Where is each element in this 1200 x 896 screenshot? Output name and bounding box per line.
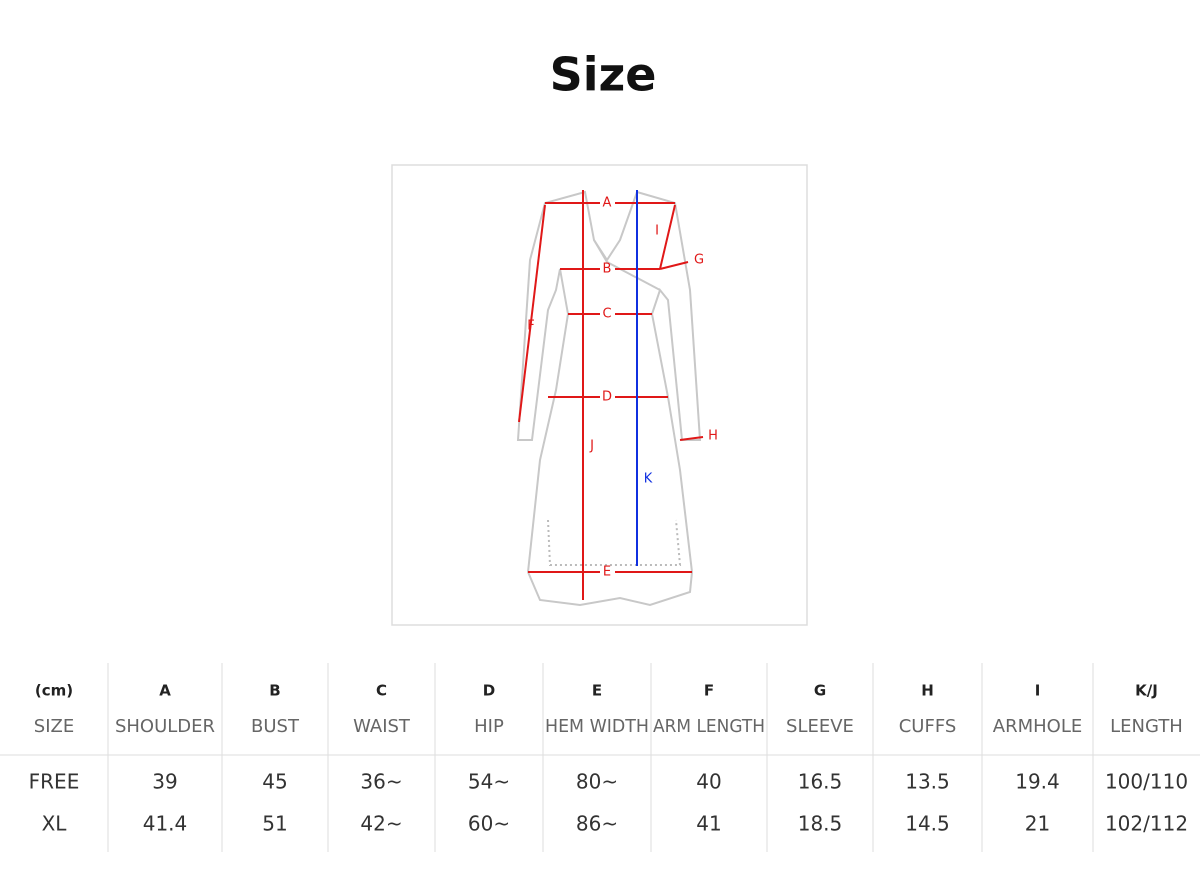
diagram-label: E xyxy=(603,565,611,580)
diagram-label: B xyxy=(603,262,612,277)
table-cell: 18.5 xyxy=(798,812,843,836)
table-cell: 21 xyxy=(1025,812,1050,836)
table-cell: 40 xyxy=(696,770,721,794)
header-cell: SLEEVE xyxy=(786,716,854,737)
header-cell: C xyxy=(376,682,387,700)
header-cell: HIP xyxy=(474,716,504,737)
diagram-label: D xyxy=(602,390,612,405)
diagram-label: J xyxy=(589,439,594,454)
table-cell: 41.4 xyxy=(143,812,188,836)
table-cell: 19.4 xyxy=(1015,770,1060,794)
header-cell: HEM WIDTH xyxy=(545,716,649,737)
table-cell: 51 xyxy=(262,812,287,836)
header-cell: ARM LENGTH xyxy=(653,716,765,737)
table-cell: 80~ xyxy=(576,770,618,794)
header-cell: SHOULDER xyxy=(115,716,215,737)
diagram-label: C xyxy=(602,307,611,322)
size-table: (cm) A B C D E F G H I K/J SIZE SHOULDER BUST WAIST HIP… xyxy=(0,663,1200,852)
table-cell: 13.5 xyxy=(905,770,950,794)
table-cell: 100/110 xyxy=(1105,770,1188,794)
page-title: Size xyxy=(550,48,657,102)
measure-f xyxy=(518,204,546,423)
table-cell: 60~ xyxy=(468,812,510,836)
diagram-label: K xyxy=(644,472,653,487)
header-cell: BUST xyxy=(251,716,300,737)
table-cell: 39 xyxy=(152,770,177,794)
table-cell: 45 xyxy=(262,770,287,794)
header-cell: SIZE xyxy=(34,716,74,737)
diagram-label: I xyxy=(655,224,659,239)
header-cell: (cm) xyxy=(35,682,73,700)
table-cell: 16.5 xyxy=(798,770,843,794)
table-cell: 36~ xyxy=(360,770,402,794)
header-cell: A xyxy=(159,682,171,700)
header-cell: WAIST xyxy=(353,716,411,737)
diagram-label: A xyxy=(603,196,612,211)
table-cell: 41 xyxy=(696,812,721,836)
table-cell: 86~ xyxy=(576,812,618,836)
measure-g xyxy=(659,261,689,270)
header-cell: ARMHOLE xyxy=(993,716,1082,737)
header-cell: K/J xyxy=(1135,682,1158,700)
table-cell: XL xyxy=(42,812,68,836)
header-cell: I xyxy=(1035,682,1041,700)
header-cell: CUFFS xyxy=(899,716,957,737)
header-cell: F xyxy=(704,682,714,700)
header-cell: D xyxy=(483,682,495,700)
table-cell: FREE xyxy=(29,770,80,794)
header-cell: B xyxy=(269,682,280,700)
header-cell: LENGTH xyxy=(1110,716,1183,737)
table-cell: 14.5 xyxy=(905,812,950,836)
header-cell: G xyxy=(814,682,826,700)
diagram-label: H xyxy=(708,429,718,444)
size-diagram xyxy=(391,164,808,626)
header-cell: H xyxy=(921,682,934,700)
table-cell: 54~ xyxy=(468,770,510,794)
measure-i xyxy=(659,204,676,270)
hem-lining xyxy=(547,519,682,566)
measure-h xyxy=(679,436,704,441)
table-cell: 42~ xyxy=(360,812,402,836)
header-cell: E xyxy=(592,682,602,700)
dress-neckline xyxy=(593,239,661,291)
diagram-labels: A B C D E F G H I J K xyxy=(527,196,718,580)
table-cell: 102/112 xyxy=(1105,812,1188,836)
diagram-frame xyxy=(391,164,808,626)
diagram-label: F xyxy=(527,319,534,334)
dress-outline xyxy=(516,190,702,607)
diagram-label: G xyxy=(694,253,704,268)
